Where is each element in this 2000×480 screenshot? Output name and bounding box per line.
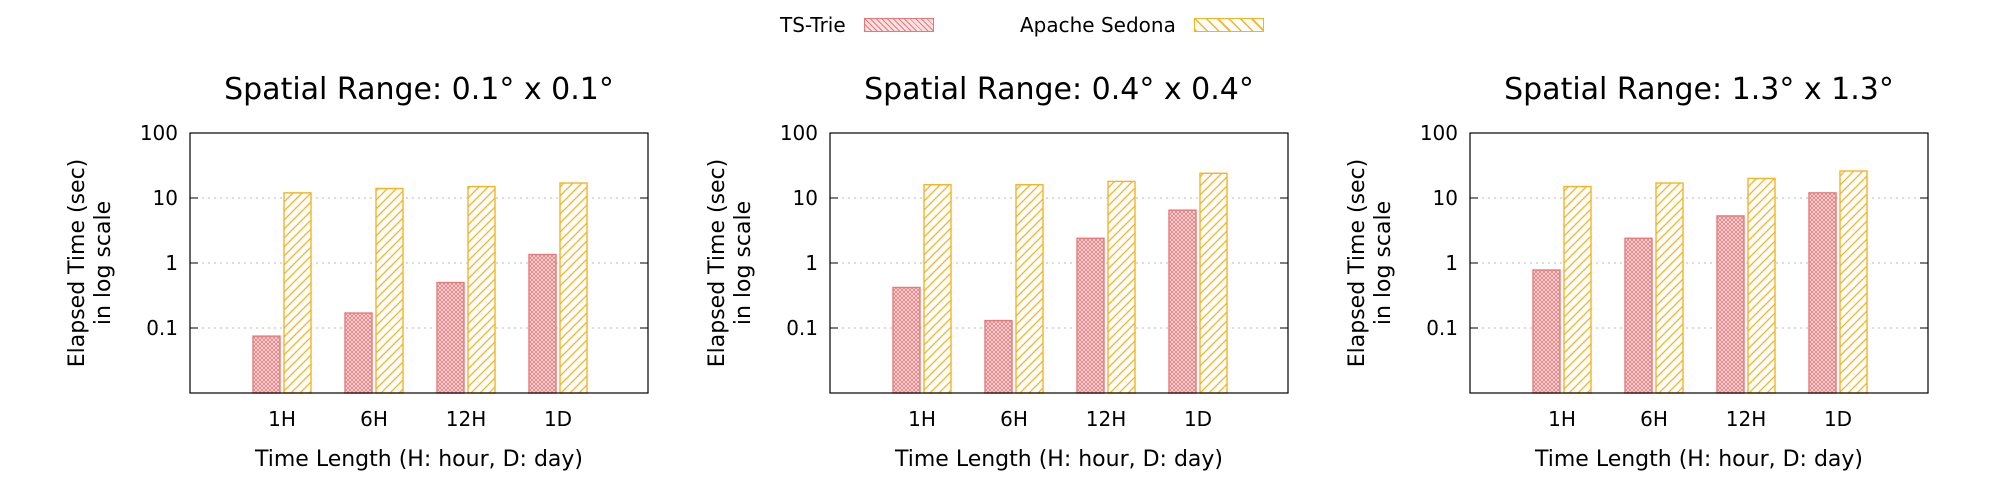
bar-apache-sedona-1h: [923, 184, 952, 394]
x-tick-label: 12H: [446, 407, 487, 431]
x-tick-label: 6H: [1640, 407, 1668, 431]
y-axis-label: in log scale: [91, 201, 116, 325]
bar-ts-trie-12h: [1716, 215, 1745, 394]
y-tick-label: 10: [793, 186, 818, 210]
x-tick-label: 12H: [1086, 407, 1127, 431]
chart-panel-1: Spatial Range: 0.1° x 0.1° 100 10 1 0.1 1H 6H 1…: [65, 72, 649, 472]
bar-ts-trie-6h: [1624, 237, 1653, 394]
plot-frame: [189, 132, 649, 394]
x-axis-label: Time Length (H: hour, D: day): [254, 447, 583, 472]
x-tick-label: 12H: [1726, 407, 1767, 431]
bar-ts-trie-1d: [1808, 192, 1837, 394]
legend-label-apache-sedona: Apache Sedona: [1020, 13, 1176, 37]
y-tick-label: 100: [1420, 121, 1458, 145]
bar-apache-sedona-1d: [1199, 172, 1228, 394]
x-tick-label: 6H: [360, 407, 388, 431]
bar-ts-trie-1d: [528, 253, 557, 394]
bar-ts-trie-6h: [984, 319, 1013, 394]
x-tick-label: 1D: [544, 407, 572, 431]
bar-ts-trie-12h: [436, 281, 465, 394]
bar-ts-trie-12h: [1076, 237, 1105, 394]
chart-title: Spatial Range: 0.4° x 0.4°: [864, 72, 1254, 107]
bar-apache-sedona-6h: [1655, 182, 1684, 394]
y-axis-label: Elapsed Time (sec): [1345, 159, 1370, 368]
y-axis-label: Elapsed Time (sec): [705, 159, 730, 368]
x-axis-label: Time Length (H: hour, D: day): [1534, 447, 1863, 472]
y-tick-label: 1: [165, 251, 178, 275]
legend-item-apache-sedona: Apache Sedona: [1020, 10, 1264, 40]
x-tick-label: 1H: [268, 407, 296, 431]
y-tick-label: 100: [140, 121, 178, 145]
bar-ts-trie-1h: [252, 335, 281, 394]
x-tick-label: 1D: [1824, 407, 1852, 431]
y-tick-label: 1: [805, 251, 818, 275]
legend-swatch-ts-trie: [863, 18, 934, 32]
x-tick-label: 1D: [1184, 407, 1212, 431]
chart-title: Spatial Range: 0.1° x 0.1°: [224, 72, 614, 107]
bar-apache-sedona-12h: [467, 185, 496, 394]
y-tick-label: 100: [780, 121, 818, 145]
y-tick-label: 10: [153, 186, 178, 210]
bar-ts-trie-1d: [1168, 209, 1197, 394]
chart-panel-3: Spatial Range: 1.3° x 1.3° 100 10 1 0.1 1H 6H 1…: [1345, 72, 1929, 472]
bar-apache-sedona-6h: [375, 187, 404, 394]
legend-swatch-apache-sedona: [1193, 18, 1264, 32]
y-tick-label: 0.1: [786, 316, 818, 340]
chart-title: Spatial Range: 1.3° x 1.3°: [1504, 72, 1894, 107]
chart-legend: TS-Trie Apache Sedona: [0, 10, 2000, 40]
y-axis-label: in log scale: [1371, 201, 1396, 325]
bar-ts-trie-6h: [344, 312, 373, 394]
plot-frame: [1469, 132, 1929, 394]
y-axis-label: Elapsed Time (sec): [65, 159, 90, 368]
y-tick-label: 0.1: [1426, 316, 1458, 340]
bar-apache-sedona-12h: [1107, 180, 1136, 394]
x-tick-label: 6H: [1000, 407, 1028, 431]
x-tick-label: 1H: [1548, 407, 1576, 431]
chart-panel-2: Spatial Range: 0.4° x 0.4° 100 10 1 0.1 1H 6H 1…: [705, 72, 1289, 472]
legend-item-ts-trie: TS-Trie: [780, 10, 934, 40]
bar-apache-sedona-1h: [283, 192, 312, 394]
y-axis-label: in log scale: [731, 201, 756, 325]
bar-apache-sedona-1d: [1839, 170, 1868, 394]
x-tick-label: 1H: [908, 407, 936, 431]
y-tick-label: 1: [1445, 251, 1458, 275]
y-tick-label: 10: [1433, 186, 1458, 210]
bar-apache-sedona-1d: [559, 182, 588, 394]
bar-apache-sedona-6h: [1015, 184, 1044, 394]
x-axis-label: Time Length (H: hour, D: day): [894, 447, 1223, 472]
bar-apache-sedona-12h: [1747, 177, 1776, 394]
plot-frame: [829, 132, 1289, 394]
bar-ts-trie-1h: [1532, 269, 1561, 394]
bar-apache-sedona-1h: [1563, 185, 1592, 394]
y-tick-label: 0.1: [146, 316, 178, 340]
legend-label-ts-trie: TS-Trie: [780, 13, 846, 37]
bar-ts-trie-1h: [892, 286, 921, 394]
